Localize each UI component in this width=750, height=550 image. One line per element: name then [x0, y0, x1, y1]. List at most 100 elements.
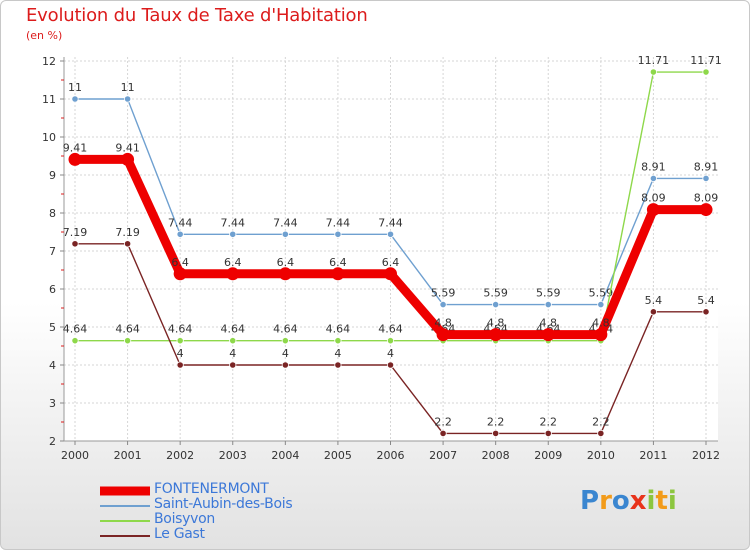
data-label-fontenermont: 8.09	[641, 192, 666, 205]
data-label-boisyvon: 4.64	[63, 323, 88, 336]
legend-label-fontenermont: FONTENERMONT	[154, 481, 269, 497]
data-label-le-gast: 7.19	[115, 226, 140, 239]
legend-swatch-le-gast	[100, 535, 150, 537]
x-tick-label: 2012	[692, 449, 720, 462]
series-point-saint-aubin-des-bois	[176, 230, 184, 238]
data-label-saint-aubin-des-bois: 7.44	[326, 216, 351, 229]
data-label-saint-aubin-des-bois: 5.59	[536, 287, 561, 300]
series-point-saint-aubin-des-bois	[71, 95, 79, 103]
data-label-boisyvon: 4.64	[326, 323, 351, 336]
data-label-le-gast: 5.4	[645, 294, 663, 307]
legend-item-boisyvon: Boisyvon	[100, 511, 360, 528]
series-point-saint-aubin-des-bois	[386, 230, 395, 238]
series-point-fontenermont	[384, 267, 397, 281]
data-label-le-gast: 2.2	[434, 415, 452, 428]
y-tick-label: 6	[49, 283, 56, 296]
series-point-le-gast	[439, 429, 447, 437]
series-point-fontenermont	[68, 152, 82, 166]
data-label-boisyvon: 4.64	[221, 323, 246, 336]
series-point-fontenermont	[173, 267, 187, 281]
legend-label-boisyvon: Boisyvon	[154, 511, 215, 527]
series-point-le-gast	[649, 308, 658, 316]
logo-letter: i	[646, 486, 656, 516]
data-label-fontenermont: 6.4	[224, 256, 242, 269]
data-label-fontenermont: 6.4	[171, 256, 189, 269]
series-point-boisyvon	[281, 337, 289, 345]
legend-item-saint-aubin-des-bois: Saint-Aubin-des-Bois	[100, 496, 360, 513]
x-tick-label: 2003	[219, 449, 247, 462]
series-point-le-gast	[702, 308, 710, 316]
series-point-saint-aubin-des-bois	[281, 230, 289, 238]
logo-letter: t	[655, 486, 668, 516]
series-point-fontenermont	[541, 328, 555, 342]
data-label-saint-aubin-des-bois: 7.44	[168, 216, 193, 229]
data-label-boisyvon: 4.64	[168, 323, 193, 336]
data-label-fontenermont: 4.8	[487, 317, 505, 330]
chart-title: Evolution du Taux de Taxe d'Habitation	[26, 5, 368, 26]
y-tick-label: 5	[49, 321, 56, 334]
data-label-le-gast: 2.2	[592, 415, 610, 428]
series-point-saint-aubin-des-bois	[439, 300, 447, 309]
logo-letter: P	[580, 486, 600, 516]
y-tick-label: 10	[42, 131, 56, 144]
x-tick-label: 2002	[166, 449, 194, 462]
x-tick-label: 2004	[271, 449, 299, 462]
data-label-saint-aubin-des-bois: 7.44	[221, 216, 246, 229]
legend-label-saint-aubin-des-bois: Saint-Aubin-des-Bois	[154, 496, 293, 512]
x-tick-label: 2005	[324, 449, 352, 462]
data-label-le-gast: 5.4	[697, 294, 715, 307]
data-label-fontenermont: 4.8	[592, 317, 610, 330]
series-point-fontenermont	[594, 328, 608, 342]
y-tick-label: 8	[49, 207, 56, 220]
data-label-le-gast: 4	[177, 347, 184, 360]
series-point-le-gast	[334, 361, 342, 369]
y-tick-label: 9	[49, 169, 56, 182]
y-tick-label: 4	[49, 359, 56, 372]
data-label-boisyvon: 11.71	[690, 54, 722, 67]
data-label-fontenermont: 4.8	[434, 317, 452, 330]
series-point-boisyvon	[702, 68, 710, 76]
series-point-fontenermont	[699, 203, 713, 217]
series-point-fontenermont	[646, 203, 660, 217]
logo-letter: o	[611, 486, 630, 516]
series-point-fontenermont	[226, 267, 240, 281]
series-point-le-gast	[386, 361, 395, 369]
data-label-boisyvon: 11.71	[638, 54, 670, 67]
logo-letter: x	[629, 486, 647, 516]
series-point-saint-aubin-des-bois	[649, 174, 658, 183]
data-label-le-gast: 7.19	[63, 226, 88, 239]
series-point-saint-aubin-des-bois	[123, 95, 132, 103]
series-point-boisyvon	[71, 337, 79, 345]
series-point-boisyvon	[229, 337, 237, 345]
x-tick-label: 2006	[377, 449, 405, 462]
data-label-fontenermont: 4.8	[540, 317, 558, 330]
series-point-fontenermont	[436, 328, 450, 342]
data-label-boisyvon: 4.64	[115, 323, 140, 336]
chart-subtitle: (en %)	[26, 29, 63, 42]
y-tick-label: 2	[49, 435, 56, 448]
series-point-le-gast	[597, 429, 605, 437]
series-point-le-gast	[229, 361, 237, 369]
series-point-fontenermont	[489, 328, 503, 342]
legend: FONTENERMONT Saint-Aubin-des-Bois Boisyv…	[100, 481, 360, 543]
series-point-le-gast	[544, 429, 552, 437]
data-label-boisyvon: 4.64	[273, 323, 298, 336]
x-tick-label: 2001	[114, 449, 142, 462]
legend-label-le-gast: Le Gast	[154, 526, 205, 542]
series-point-boisyvon	[334, 337, 342, 345]
series-point-le-gast	[492, 429, 500, 437]
data-label-saint-aubin-des-bois: 11	[121, 81, 135, 94]
data-label-saint-aubin-des-bois: 5.59	[431, 287, 456, 300]
series-point-saint-aubin-des-bois	[492, 300, 500, 309]
data-label-fontenermont: 9.41	[115, 141, 140, 154]
y-tick-label: 12	[42, 55, 56, 68]
legend-item-fontenermont: FONTENERMONT	[100, 481, 360, 498]
series-point-saint-aubin-des-bois	[544, 300, 552, 309]
data-label-le-gast: 2.2	[540, 415, 558, 428]
series-point-le-gast	[176, 361, 184, 369]
x-tick-label: 2008	[482, 449, 510, 462]
data-label-fontenermont: 8.09	[694, 192, 719, 205]
series-point-boisyvon	[386, 337, 395, 345]
series-point-le-gast	[71, 240, 79, 248]
